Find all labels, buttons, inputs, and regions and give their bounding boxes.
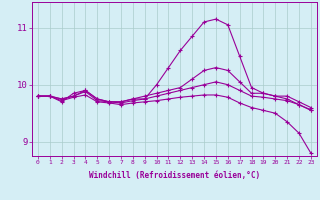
X-axis label: Windchill (Refroidissement éolien,°C): Windchill (Refroidissement éolien,°C) xyxy=(89,171,260,180)
